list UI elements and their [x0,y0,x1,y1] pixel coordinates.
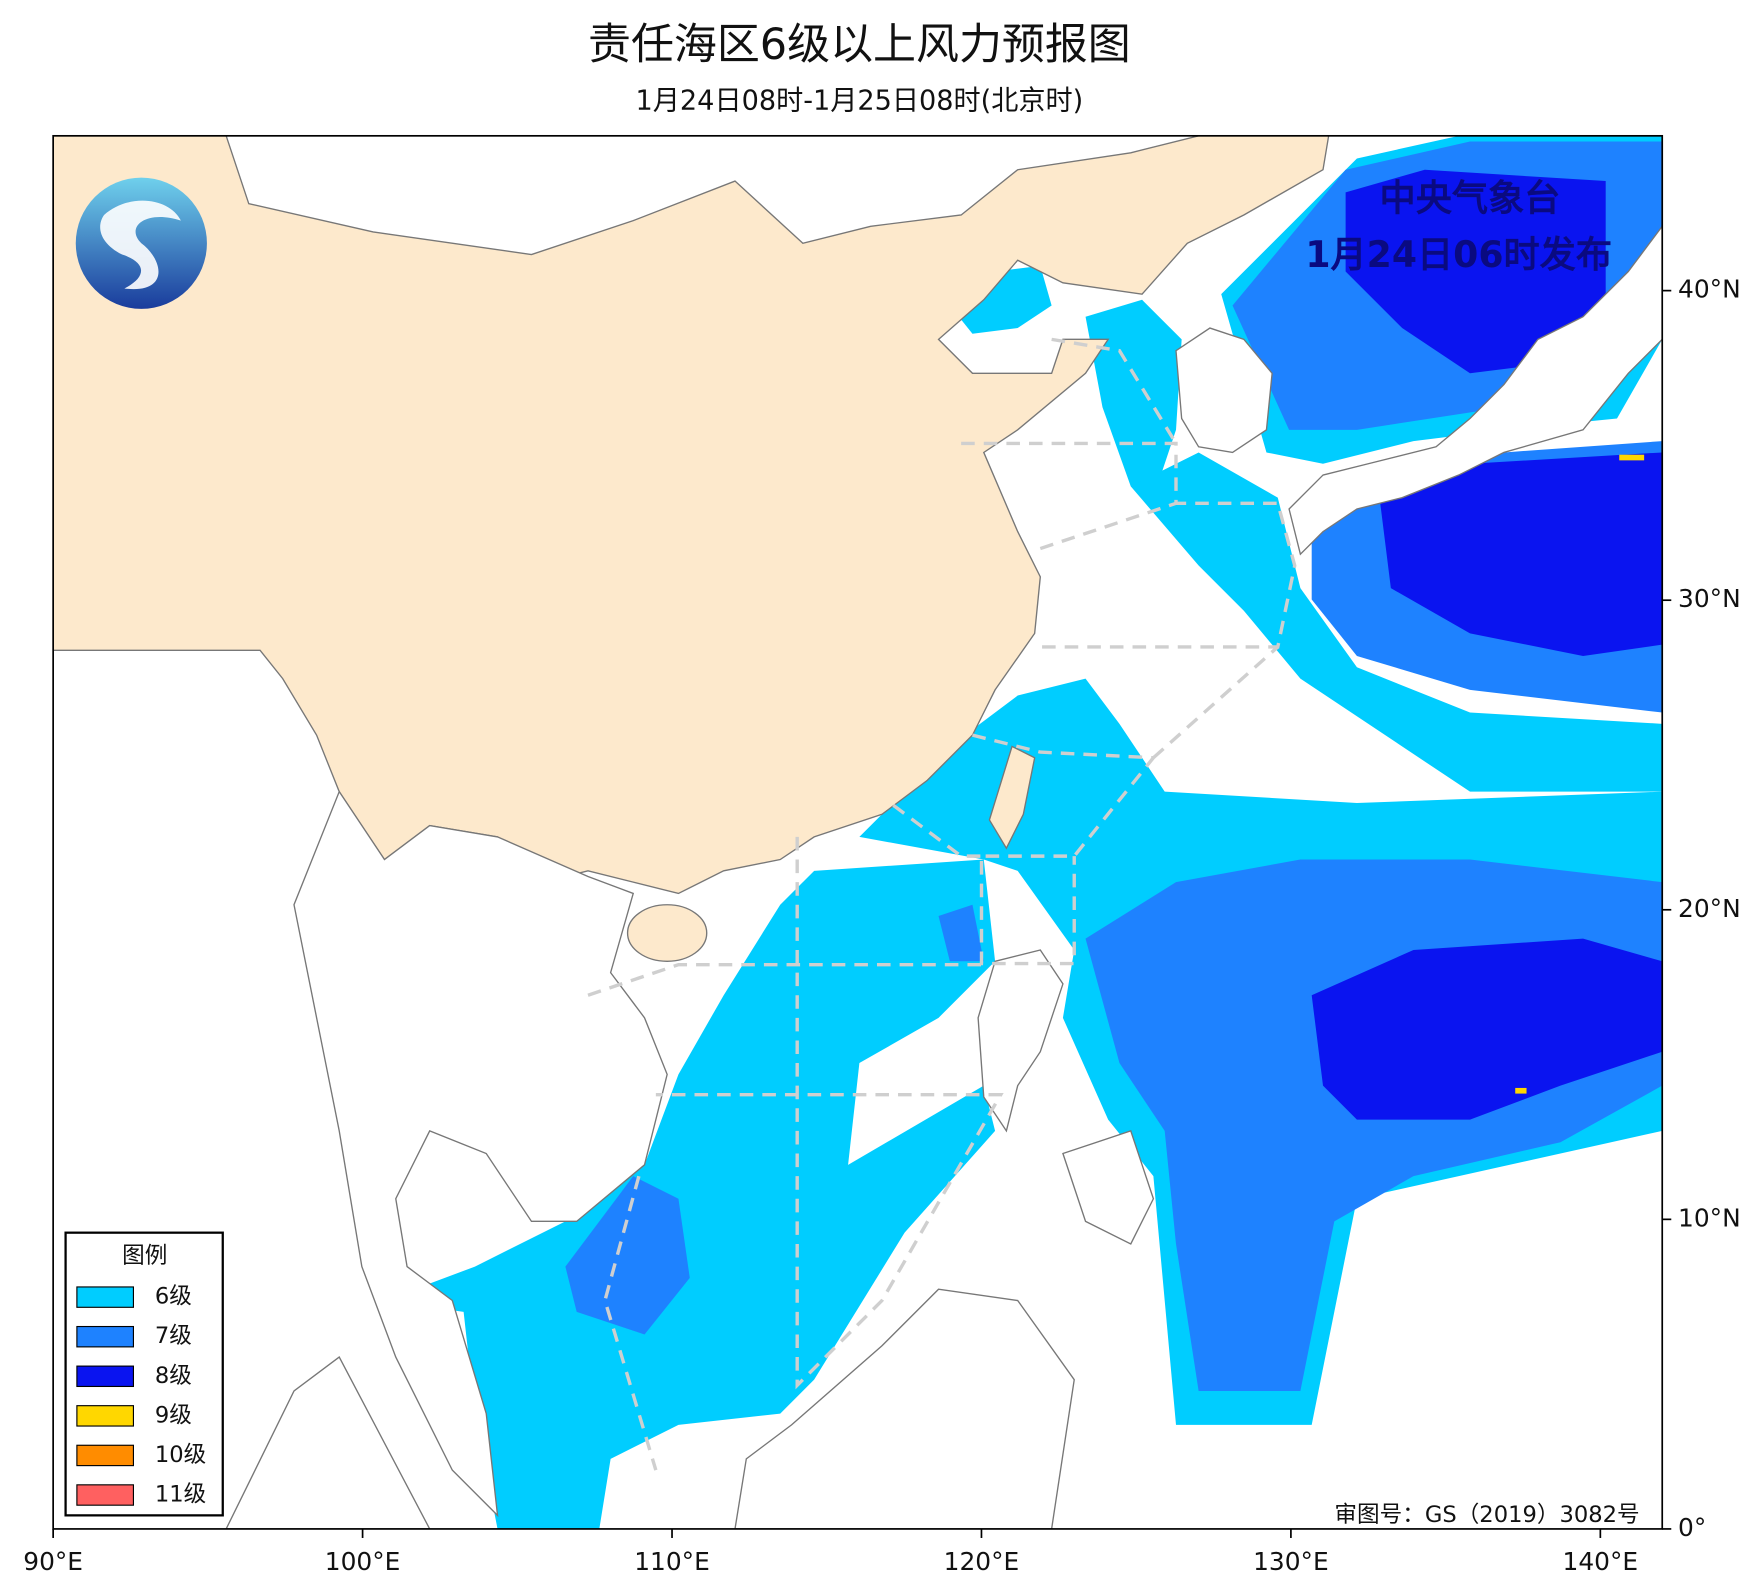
wind-zone [1130,452,1663,792]
wind-zone [1345,169,1606,374]
axes: 90°E 100°E 110°E 120°E 130°E 140°E 0° 10°N 20°N 3… [23,275,1740,1576]
wind-zone [384,859,996,1529]
issuer: 中央气象台 [1380,176,1561,219]
legend-swatch [76,1286,134,1308]
legend-swatch [76,1444,134,1467]
legend-swatch [76,1365,134,1388]
map-area: 中央气象台 1月24日06时发布 审图号：GS（2019）3082号 图例 6级… [53,135,1663,1529]
hainan [626,904,708,962]
legend-swatch [76,1484,134,1506]
y-tick-label: 30°N [1678,584,1741,613]
wind-zone [565,1176,690,1335]
x-tick-label: 140°E [1563,1547,1639,1576]
logo-mark [100,200,181,290]
approval-number: 审图号：GS（2019）3082号 [1334,1502,1639,1528]
legend-swatch [76,1325,134,1348]
x-tick-label: 120°E [944,1547,1020,1576]
subtitle: 1月24日08时-1月25日08时(北京时) [636,85,1084,116]
wind-zone [949,265,1052,334]
region-boundary [587,836,1004,1471]
wind-zone [938,904,984,962]
wind-zone [1515,1087,1527,1094]
mindanao [1062,1130,1155,1245]
indochina [293,790,668,1518]
x-tick-label: 100°E [325,1547,401,1576]
borneo [734,1288,1075,1529]
region-boundary [892,645,1279,966]
issue-time: 1月24日06时发布 [1305,233,1612,276]
legend-label: 7级 [155,1323,192,1349]
taiwan [988,745,1036,850]
legend-label: 8级 [155,1363,192,1389]
legend-label: 9级 [155,1402,192,1428]
legend-label: 10级 [155,1442,206,1468]
y-tick-label: 10°N [1678,1203,1741,1232]
legend: 6级 7级 8级 9级 10级 11级 [76,1284,206,1508]
legend-label: 6级 [155,1284,192,1310]
sumatra [225,1356,431,1529]
legend-swatch [76,1405,134,1427]
y-tick-label: 20°N [1678,894,1741,923]
legend-label: 11级 [155,1482,206,1508]
y-tick-label: 0° [1678,1513,1706,1542]
wind-zone [1379,452,1663,656]
map-frame [52,134,1664,1530]
x-tick-label: 130°E [1253,1547,1329,1576]
x-tick-label: 90°E [23,1547,83,1576]
title: 责任海区6级以上风力预报图 [588,20,1131,70]
wind-zone [1619,454,1645,461]
wind-zone [1311,938,1663,1120]
legend-title: 图例 [122,1243,167,1269]
x-tick-label: 110°E [634,1547,710,1576]
japan [1288,225,1663,556]
luzon [977,949,1064,1133]
y-tick-label: 40°N [1678,275,1741,304]
korea [1175,327,1273,454]
